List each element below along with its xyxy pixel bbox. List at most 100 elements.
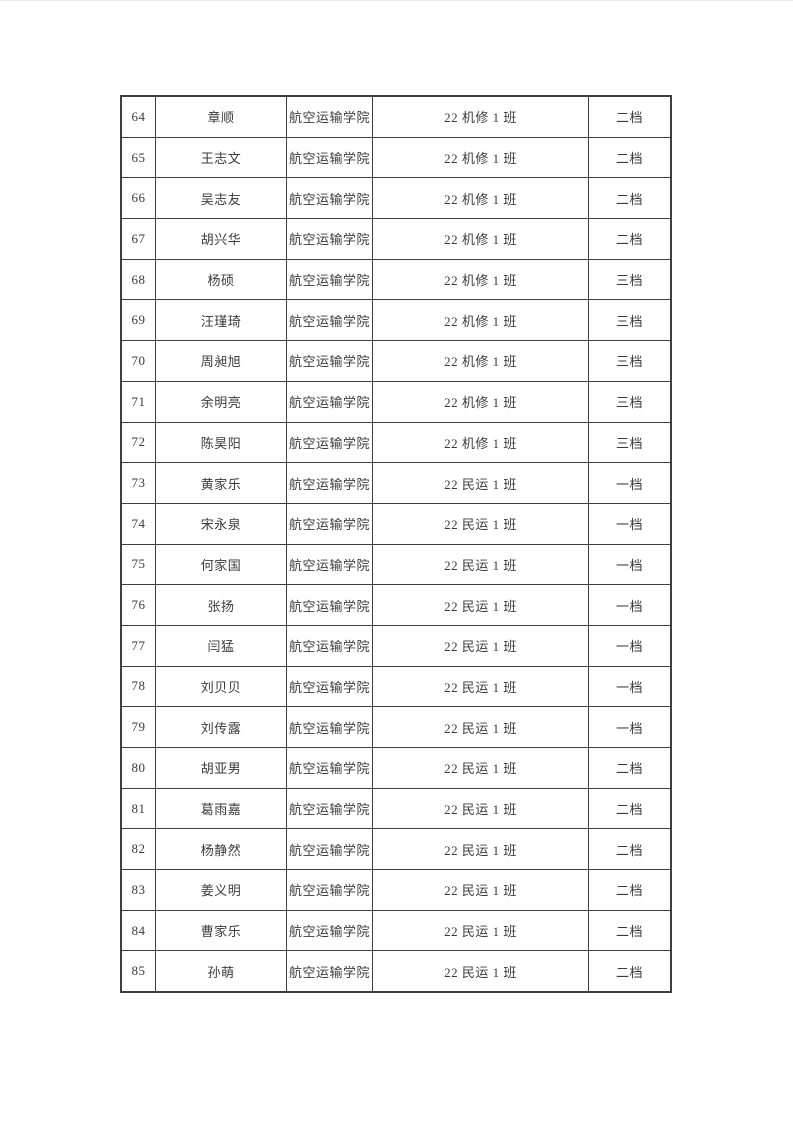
cell-number: 65 [122,137,156,178]
cell-level: 二档 [615,232,643,248]
cell-name: 周昶旭 [156,341,287,381]
cell-level: 三档 [615,273,643,289]
cell-college: 航空运输学院 [287,910,373,951]
cell-class: 22 民运 1 班 [373,829,589,870]
cell-number: 69 [122,300,156,341]
cell-college: 航空运输学院 [287,870,373,910]
cell-number: 78 [122,666,156,707]
cell-class: 22 民运 1 班 [373,788,589,829]
cell-class: 22 机修 1 班 [373,259,589,300]
table-row: 73 黄家乐 航空运输学院 22 民运 1 班 一档 [122,463,670,504]
cell-college: 航空运输学院 [287,707,373,747]
cell-number: 77 [122,625,156,666]
table-row: 65 王志文 航空运输学院 22 机修 1 班 二档 [122,137,670,179]
table-row: 68 杨硕 航空运输学院 22 机修 1 班 三档 [122,259,670,301]
cell-college: 航空运输学院 [287,788,373,829]
cell-number: 81 [122,788,156,829]
cell-level: 一档 [615,476,643,492]
cell-name: 吴志友 [156,178,287,219]
cell-name: 汪瑾琦 [156,300,287,341]
cell-name: 孙萌 [156,951,287,992]
student-grade-table: 64 章顺 航空运输学院 22 机修 1 班二档 65 王志文 航空运输学院 22 机修 1 … [120,95,672,993]
cell-college: 航空运输学院 [287,951,373,992]
cell-college: 航空运输学院 [287,585,373,625]
cell-number: 73 [122,463,156,503]
cell-class: 22 民运 1 班 [373,585,589,625]
table-row: 85 孙萌 航空运输学院 22 民运 1 班 二档 [122,951,670,992]
table-row: 75 何家国 航空运输学院 22 民运 1 班 一档 [122,544,670,586]
cell-level: 二档 [615,842,643,858]
cell-level: 二档 [615,883,643,899]
cell-class: 22 机修 1 班 [373,137,589,178]
cell-number: 76 [122,585,156,625]
cell-name: 章顺 [156,97,287,137]
table-row: 67 胡兴华 航空运输学院 22 机修 1 班 二档 [122,219,670,260]
cell-level: 一档 [615,639,643,655]
cell-level: 一档 [615,598,643,614]
cell-number: 68 [122,259,156,300]
cell-number: 79 [122,707,156,747]
cell-class: 22 民运 1 班 [373,503,589,544]
cell-college: 航空运输学院 [287,625,373,666]
cell-name: 葛雨嘉 [156,788,287,829]
cell-number: 80 [122,748,156,788]
cell-class: 22 机修 1 班 [373,422,589,463]
cell-level: 一档 [615,517,643,533]
table-row: 69 汪瑾琦 航空运输学院 22 机修 1 班 三档 [122,300,670,342]
table-row: 70 周昶旭 航空运输学院 22 机修 1 班 三档 [122,341,670,382]
cell-college: 航空运输学院 [287,137,373,178]
table-row: 74 宋永泉 航空运输学院 22 民运 1 班 一档 [122,503,670,545]
table-row: 64 章顺 航空运输学院 22 机修 1 班 二档 [122,97,670,138]
cell-class: 22 机修 1 班 [373,178,589,219]
table-row: 84 曹家乐 航空运输学院 22 民运 1 班 二档 [122,910,670,952]
cell-class: 22 民运 1 班 [373,666,589,707]
cell-number: 70 [122,341,156,381]
cell-level: 二档 [615,802,643,818]
cell-level: 二档 [615,151,643,167]
cell-class: 22 民运 1 班 [373,748,589,788]
cell-college: 航空运输学院 [287,666,373,707]
cell-class: 22 民运 1 班 [373,625,589,666]
cell-number: 66 [122,178,156,219]
cell-level: 二档 [615,924,643,940]
cell-level: 二档 [615,761,643,777]
cell-class: 22 机修 1 班 [373,300,589,341]
cell-number: 64 [122,97,156,137]
cell-name: 闫猛 [156,625,287,666]
cell-college: 航空运输学院 [287,463,373,503]
cell-level: 三档 [615,313,643,329]
table-row: 79 刘传露 航空运输学院 22 民运 1 班 一档 [122,707,670,748]
table-row: 82 杨静然 航空运输学院 22 民运 1 班 二档 [122,829,670,871]
cell-class: 22 民运 1 班 [373,870,589,910]
table-row: 76 张扬 航空运输学院 22 民运 1 班 一档 [122,585,670,626]
cell-class: 22 民运 1 班 [373,463,589,503]
table-row: 71 余明亮 航空运输学院 22 机修 1 班 三档 [122,381,670,423]
cell-name: 何家国 [156,544,287,585]
cell-level: 三档 [615,354,643,370]
cell-name: 刘贝贝 [156,666,287,707]
cell-level: 一档 [615,720,643,736]
cell-college: 航空运输学院 [287,422,373,463]
cell-college: 航空运输学院 [287,178,373,219]
cell-college: 航空运输学院 [287,544,373,585]
cell-college: 航空运输学院 [287,341,373,381]
table-row: 72 陈昊阳 航空运输学院 22 机修 1 班 三档 [122,422,670,464]
cell-name: 张扬 [156,585,287,625]
table-row: 66 吴志友 航空运输学院 22 机修 1 班 二档 [122,178,670,220]
cell-name: 胡亚男 [156,748,287,788]
cell-class: 22 机修 1 班 [373,381,589,422]
cell-number: 72 [122,422,156,463]
cell-name: 黄家乐 [156,463,287,503]
cell-class: 22 民运 1 班 [373,707,589,747]
cell-level: 二档 [615,964,643,980]
table-row: 77 闫猛 航空运输学院 22 民运 1 班 一档 [122,625,670,667]
cell-number: 71 [122,381,156,422]
cell-name: 曹家乐 [156,910,287,951]
cell-class: 22 机修 1 班 [373,97,589,137]
cell-number: 85 [122,951,156,992]
cell-class: 22 机修 1 班 [373,341,589,381]
cell-level: 一档 [615,557,643,573]
cell-number: 84 [122,910,156,951]
cell-number: 83 [122,870,156,910]
